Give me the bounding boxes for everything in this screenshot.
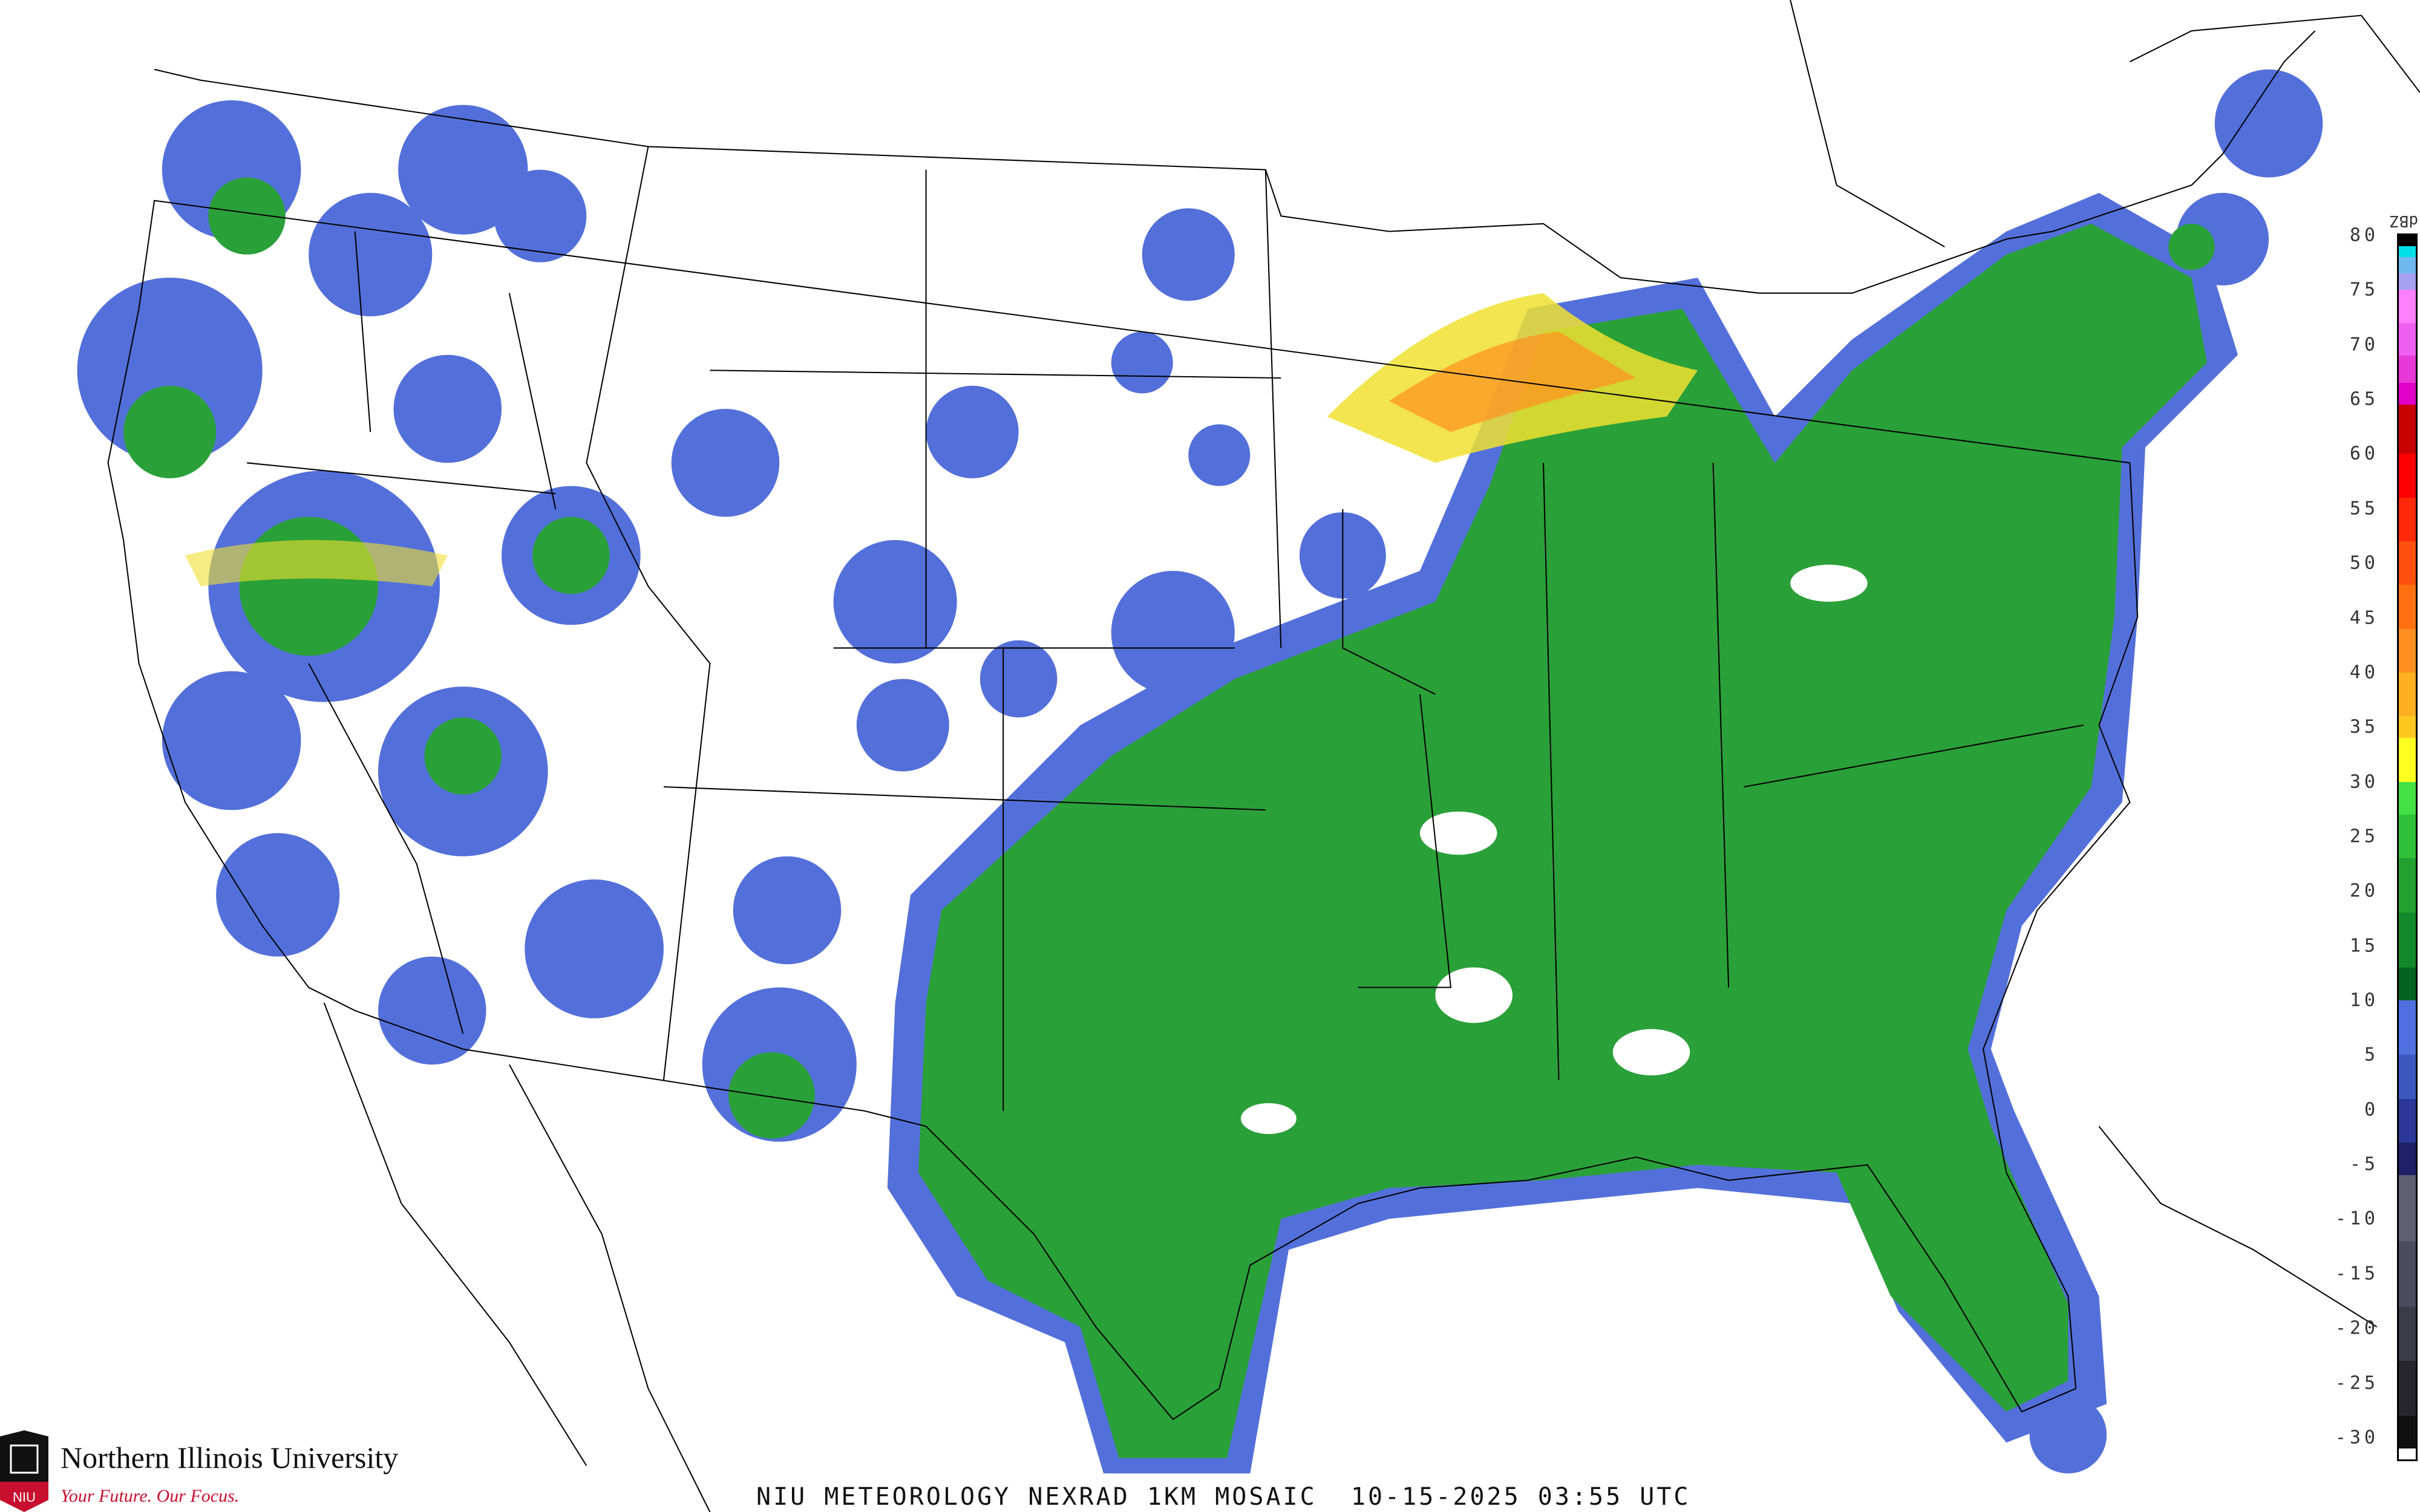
reflectivity-colorbar — [2397, 233, 2418, 1461]
us-outline — [107, 30, 2316, 1421]
colorbar-segment — [2399, 1142, 2416, 1176]
state-borders — [107, 0, 2420, 1512]
colorbar-segment — [2399, 913, 2416, 968]
university-tagline: Your Future. Our Focus. — [60, 1486, 240, 1506]
university-name: Northern Illinois University — [60, 1441, 399, 1475]
colorbar-segment — [2399, 382, 2416, 405]
colorbar-segment — [2399, 355, 2416, 383]
colorbar-tick-label: 55 — [2349, 498, 2379, 520]
colorbar-tick-label: -30 — [2335, 1427, 2379, 1448]
colorbar-tick-label: -10 — [2335, 1208, 2379, 1230]
eastern-moderate-precip — [918, 223, 2207, 1458]
colorbar-tick-label: 60 — [2349, 443, 2379, 464]
heavy-precip-bands — [185, 293, 1698, 587]
niu-logo: NIU Northern Illinois University Your Fu… — [0, 1430, 398, 1512]
colorbar-segment — [2399, 405, 2416, 454]
colorbar-segment — [2399, 1098, 2416, 1143]
canada-coast — [1790, 0, 2420, 248]
colorbar-tick-label: -15 — [2335, 1263, 2379, 1285]
colorbar-segment — [2399, 497, 2416, 542]
colorbar-tick-label: 10 — [2349, 989, 2379, 1011]
colorbar-segment — [2399, 246, 2416, 258]
colorbar-segment — [2399, 1448, 2416, 1460]
colorbar-tick-label: 40 — [2349, 662, 2379, 683]
colorbar-segment — [2399, 585, 2416, 630]
colorbar-tick-label: -25 — [2335, 1372, 2379, 1393]
colorbar-tick-label: 45 — [2349, 607, 2379, 628]
colorbar-tick-label: 80 — [2349, 224, 2379, 246]
colorbar-tick-label: 70 — [2349, 334, 2379, 356]
map-caption: NIU METEOROLOGY NEXRAD 1KM MOSAIC 10-15-… — [756, 1483, 1691, 1511]
logo-mark: NIU — [13, 1490, 36, 1505]
colorbar-segment — [2399, 541, 2416, 585]
colorbar-tick-label: 5 — [2364, 1044, 2379, 1066]
colorbar-tick-label: 20 — [2349, 880, 2379, 902]
colorbar-segment — [2399, 738, 2416, 783]
colorbar-segment — [2399, 290, 2416, 324]
colorbar-segment — [2399, 1361, 2416, 1416]
colorbar-segment — [2399, 454, 2416, 498]
colorbar-segment — [2399, 273, 2416, 290]
colorbar-tick-label: 50 — [2349, 552, 2379, 574]
colorbar-tick-label: 15 — [2349, 935, 2379, 957]
colorbar-tick-label: -5 — [2349, 1153, 2379, 1175]
colorbar-segment — [2399, 1306, 2416, 1361]
colorbar-segment — [2399, 1000, 2416, 1055]
colorbar-tick-label: 30 — [2349, 771, 2379, 793]
colorbar-tick-label: 25 — [2349, 826, 2379, 847]
white-gaps — [1241, 564, 1868, 1134]
colorbar-segment — [2399, 1055, 2416, 1100]
colorbar-segment — [2399, 814, 2416, 859]
colorbar-tick-label: -20 — [2335, 1317, 2379, 1339]
mexico-coast — [323, 1002, 2378, 1512]
colorbar-segment — [2399, 257, 2416, 274]
colorbar-tick-label: 35 — [2349, 716, 2379, 738]
colorbar-segment — [2399, 781, 2416, 815]
colorbar-segment — [2399, 235, 2416, 247]
colorbar-tick-label: 0 — [2364, 1099, 2379, 1121]
colorbar-segment — [2399, 967, 2416, 1001]
colorbar-segment — [2399, 672, 2416, 717]
colorbar-segment — [2399, 716, 2416, 738]
colorbar-tick-label: 65 — [2349, 388, 2379, 410]
colorbar-segment — [2399, 1415, 2416, 1449]
colorbar-segment — [2399, 628, 2416, 673]
colorbar-segment — [2399, 1175, 2416, 1242]
legend-units: dBZ — [2390, 212, 2418, 230]
niu-shield-icon: NIU — [0, 1430, 48, 1512]
colorbar-tick-label: 75 — [2349, 279, 2379, 301]
colorbar-segment — [2399, 1240, 2416, 1307]
colorbar-segment — [2399, 858, 2416, 913]
colorbar-segment — [2399, 322, 2416, 356]
